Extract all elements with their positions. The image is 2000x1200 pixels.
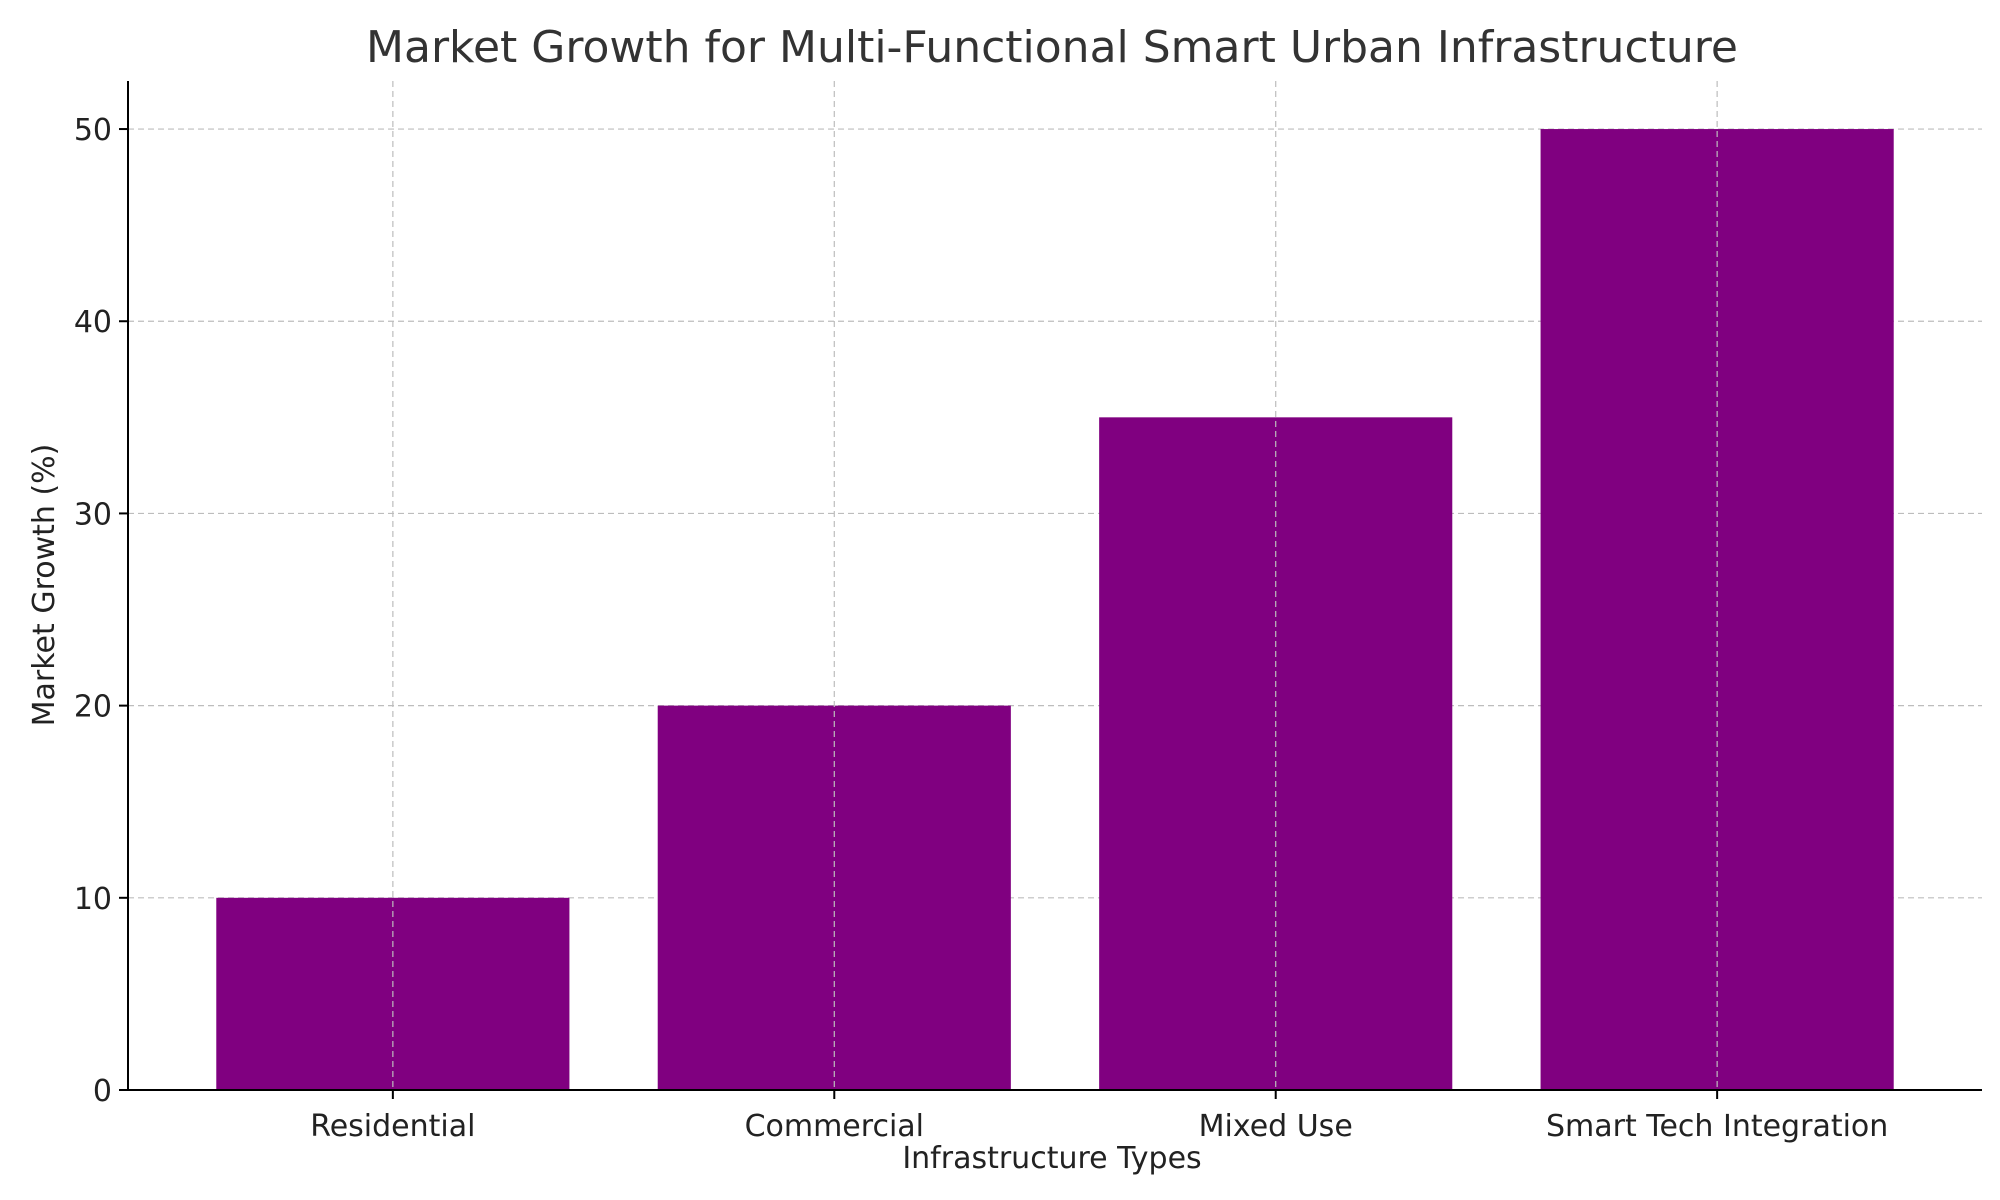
x-axis-label: Infrastructure Types <box>902 1141 1201 1176</box>
x-tick-label: Mixed Use <box>1199 1109 1353 1144</box>
y-tick-label: 0 <box>93 1074 112 1109</box>
tick-labels: 0 10 20 30 40 50 Residential Commercial Mixed Us… <box>74 113 1888 1144</box>
grid-vertical <box>392 81 1718 1090</box>
y-tick-label: 50 <box>74 113 112 148</box>
axes <box>119 81 1982 1099</box>
bars <box>216 129 1894 1091</box>
y-tick-label: 10 <box>74 882 112 917</box>
x-tick-label: Commercial <box>745 1109 924 1144</box>
x-tick-label: Residential <box>310 1109 475 1144</box>
y-tick-label: 20 <box>74 690 112 725</box>
bar <box>1540 129 1894 1091</box>
y-tick-label: 40 <box>74 305 112 340</box>
y-axis-label: Market Growth (%) <box>27 444 62 727</box>
y-tick-label: 30 <box>74 497 112 532</box>
x-tick-label: Smart Tech Integration <box>1546 1109 1888 1144</box>
chart-title: Market Growth for Multi-Functional Smart… <box>366 22 1738 73</box>
